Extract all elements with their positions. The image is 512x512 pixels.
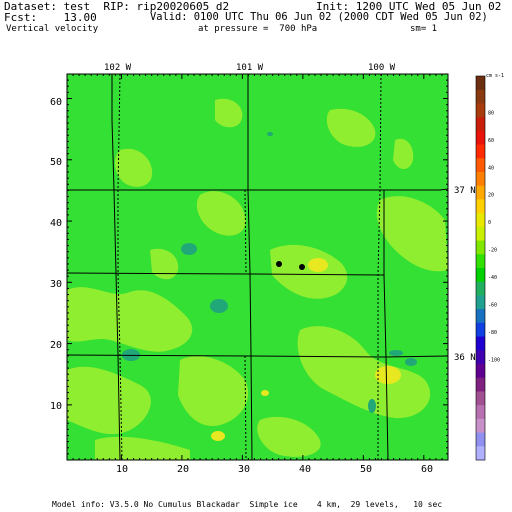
y-tick-40: 40 — [50, 218, 62, 229]
colorbar-swatch — [476, 172, 485, 187]
vertical-velocity-field — [67, 74, 448, 460]
colorbar-label: 80 — [488, 110, 494, 116]
colorbar-swatch — [476, 76, 485, 91]
colorbar-swatch — [476, 240, 485, 255]
model-info-footer: Model info: V3.5.0 No Cumulus Blackadar … — [52, 500, 443, 509]
colorbar-label: 40 — [488, 165, 494, 171]
colorbar-swatch — [476, 336, 485, 351]
colorbar-swatch — [476, 405, 485, 420]
dataset-line: Dataset: test RIP: rip20020605 d2 — [4, 0, 230, 13]
y-tick-20: 20 — [50, 340, 62, 351]
colorbar-label: 20 — [488, 193, 494, 199]
colorbar-swatch — [476, 446, 485, 461]
x-tick-10: 10 — [116, 464, 128, 475]
lat-label-36n: 36 N — [454, 353, 476, 363]
y-tick-50: 50 — [50, 157, 62, 168]
x-tick-20: 20 — [177, 464, 189, 475]
colorbar-swatch — [476, 350, 485, 365]
y-tick-60: 60 — [50, 97, 62, 108]
colorbar — [475, 75, 486, 461]
init-line: Init: 1200 UTC Wed 05 Jun 02 — [316, 0, 502, 13]
colorbar-swatch — [476, 117, 485, 132]
lat-label-37n: 37 N — [454, 186, 476, 196]
colorbar-swatch — [476, 322, 485, 338]
colorbar-swatch — [476, 158, 485, 173]
field-name: Vertical velocity — [6, 24, 99, 34]
colorbar-swatch — [476, 364, 485, 379]
colorbar-label: 0 — [488, 220, 491, 226]
colorbar-swatch — [476, 226, 485, 242]
colorbar-swatch — [476, 418, 485, 434]
fcst-line: Fcst: 13.00 — [4, 11, 97, 24]
colorbar-swatch — [476, 103, 485, 118]
colorbar-label: -100 — [488, 357, 500, 363]
colorbar-swatch — [476, 199, 485, 214]
lon-label-101w: 101 W — [236, 63, 264, 73]
lon-label-102w: 102 W — [104, 63, 132, 73]
colorbar-swatch — [476, 309, 485, 324]
y-tick-30: 30 — [50, 279, 62, 290]
colorbar-swatch — [476, 185, 485, 200]
colorbar-units: cm s-1 — [486, 73, 504, 79]
colorbar-swatch — [476, 130, 485, 146]
y-tick-10: 10 — [50, 401, 62, 412]
colorbar-swatch — [476, 432, 485, 447]
colorbar-frame — [475, 75, 486, 461]
colorbar-swatch — [476, 144, 485, 159]
colorbar-swatch — [476, 213, 485, 228]
colorbar-label: -60 — [488, 302, 497, 308]
x-tick-40: 40 — [299, 464, 311, 475]
colorbar-swatch — [476, 268, 485, 283]
colorbar-swatch — [476, 391, 485, 406]
colorbar-swatch — [476, 377, 485, 392]
colorbar-swatch — [476, 254, 485, 269]
colorbar-label: 60 — [488, 138, 494, 144]
valid-line: Valid: 0100 UTC Thu 06 Jun 02 (2000 CDT … — [150, 11, 488, 23]
colorbar-swatch — [476, 89, 485, 104]
colorbar-label: -20 — [488, 248, 497, 254]
lon-label-100w: 100 W — [368, 63, 396, 73]
axis-ticks — [66, 73, 449, 461]
plot-frame — [66, 73, 449, 461]
x-tick-60: 60 — [421, 464, 433, 475]
colorbar-label: -40 — [488, 275, 497, 281]
colorbar-swatch — [476, 281, 485, 296]
colorbar-label: -80 — [488, 330, 497, 336]
pressure-line: at pressure = 700 hPa — [198, 24, 318, 34]
smoothing-line: sm= 1 — [410, 24, 438, 34]
colorbar-swatch — [476, 295, 485, 310]
x-tick-30: 30 — [238, 464, 250, 475]
x-tick-50: 50 — [360, 464, 372, 475]
